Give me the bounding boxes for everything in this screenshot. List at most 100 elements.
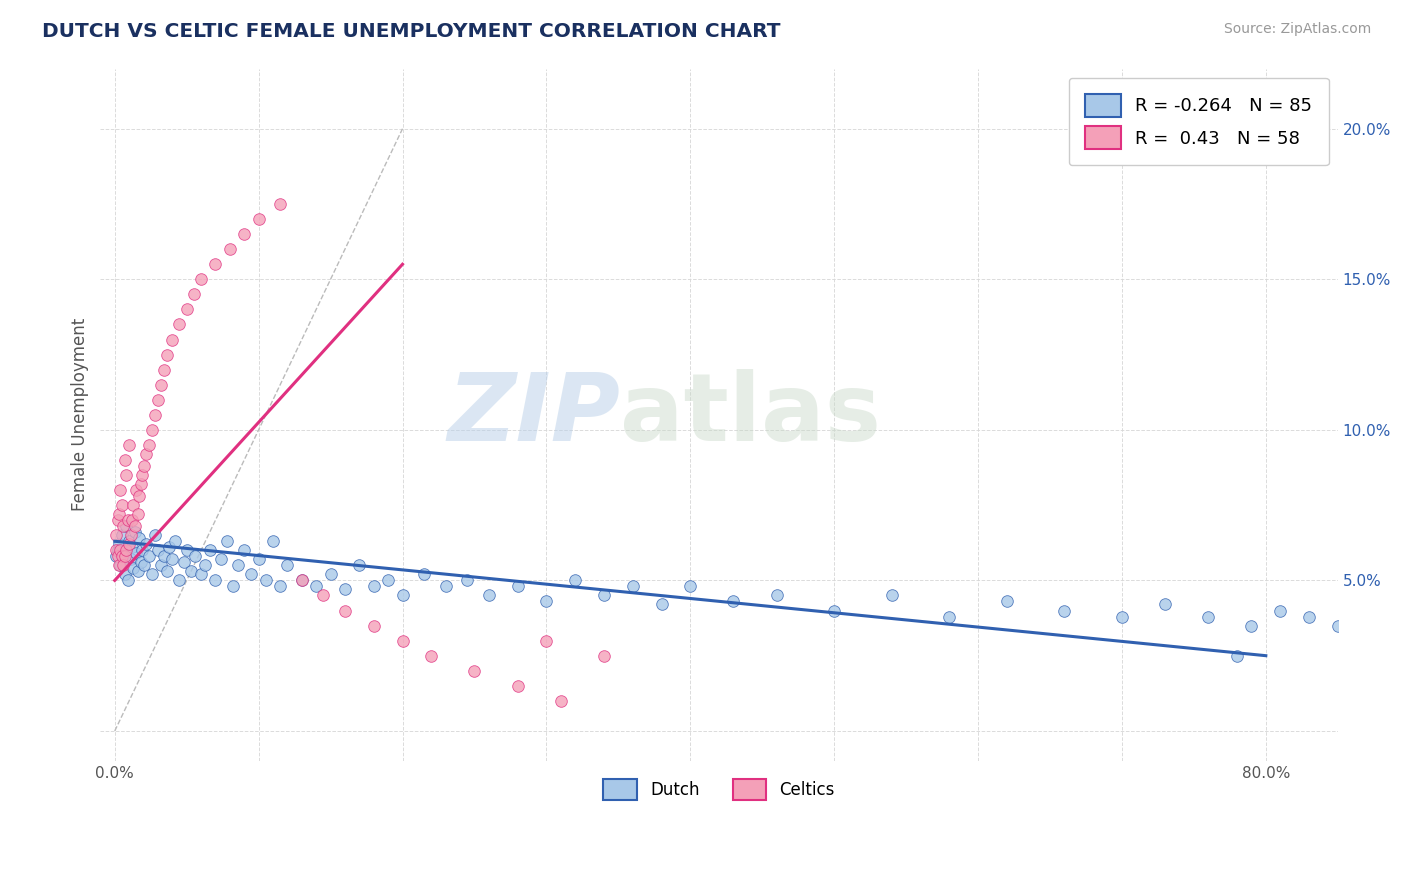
Point xyxy=(765,589,787,603)
Point xyxy=(215,534,238,549)
Point xyxy=(132,558,155,573)
Point xyxy=(105,528,128,542)
Point xyxy=(233,543,256,558)
Point xyxy=(204,574,226,588)
Text: ZIP: ZIP xyxy=(447,368,620,461)
Point xyxy=(107,513,129,527)
Point xyxy=(135,537,157,551)
Point xyxy=(129,555,152,569)
Point xyxy=(823,603,845,617)
Text: DUTCH VS CELTIC FEMALE UNEMPLOYMENT CORRELATION CHART: DUTCH VS CELTIC FEMALE UNEMPLOYMENT CORR… xyxy=(42,22,780,41)
Point xyxy=(276,558,298,573)
Point xyxy=(228,558,250,573)
Point xyxy=(183,287,205,301)
Point xyxy=(204,257,226,271)
Point xyxy=(111,498,134,512)
Point xyxy=(169,318,191,332)
Point xyxy=(105,549,128,564)
Point xyxy=(456,574,478,588)
Point xyxy=(176,302,198,317)
Point xyxy=(621,579,644,593)
Point xyxy=(312,589,335,603)
Point xyxy=(198,543,221,558)
Point xyxy=(135,447,157,461)
Point xyxy=(155,565,177,579)
Point xyxy=(184,549,207,564)
Point xyxy=(723,594,745,608)
Point xyxy=(114,453,136,467)
Point xyxy=(180,565,202,579)
Point xyxy=(152,549,174,564)
Point xyxy=(1053,603,1076,617)
Point xyxy=(157,541,180,555)
Point xyxy=(118,438,141,452)
Point xyxy=(995,594,1018,608)
Point xyxy=(138,438,160,452)
Text: Source: ZipAtlas.com: Source: ZipAtlas.com xyxy=(1223,22,1371,37)
Point xyxy=(127,565,149,579)
Point xyxy=(107,549,129,564)
Point xyxy=(190,272,212,286)
Point xyxy=(247,212,270,227)
Point xyxy=(111,549,134,564)
Point xyxy=(131,468,153,483)
Point xyxy=(122,561,145,575)
Point xyxy=(194,558,217,573)
Point xyxy=(120,552,142,566)
Point xyxy=(1326,618,1348,632)
Point xyxy=(112,519,135,533)
Point xyxy=(112,558,135,573)
Point xyxy=(305,579,328,593)
Point xyxy=(262,534,284,549)
Point xyxy=(118,537,141,551)
Point xyxy=(127,507,149,521)
Point xyxy=(124,525,146,540)
Point xyxy=(152,362,174,376)
Point xyxy=(176,543,198,558)
Point xyxy=(269,197,291,211)
Point xyxy=(129,477,152,491)
Point xyxy=(550,694,572,708)
Point xyxy=(132,458,155,473)
Point xyxy=(149,377,172,392)
Point xyxy=(564,574,586,588)
Point xyxy=(111,528,134,542)
Point xyxy=(650,598,672,612)
Point xyxy=(162,552,184,566)
Point xyxy=(114,567,136,582)
Point xyxy=(115,519,138,533)
Point xyxy=(349,558,371,573)
Point xyxy=(149,558,172,573)
Point xyxy=(131,543,153,558)
Point xyxy=(162,333,184,347)
Point xyxy=(125,483,148,497)
Point xyxy=(1226,648,1249,663)
Point xyxy=(118,534,141,549)
Point xyxy=(112,549,135,564)
Text: atlas: atlas xyxy=(620,368,882,461)
Point xyxy=(1111,609,1133,624)
Point xyxy=(478,589,501,603)
Point xyxy=(146,543,169,558)
Point xyxy=(117,513,139,527)
Point xyxy=(679,579,702,593)
Y-axis label: Female Unemployment: Female Unemployment xyxy=(72,318,89,511)
Legend: Dutch, Celtics: Dutch, Celtics xyxy=(588,764,849,815)
Point xyxy=(1298,609,1320,624)
Point xyxy=(108,507,131,521)
Point xyxy=(420,648,443,663)
Point xyxy=(1154,598,1177,612)
Point xyxy=(880,589,903,603)
Point xyxy=(143,528,166,542)
Point xyxy=(593,648,616,663)
Point xyxy=(240,567,263,582)
Point xyxy=(138,549,160,564)
Point xyxy=(233,227,256,241)
Point xyxy=(190,567,212,582)
Point xyxy=(363,579,385,593)
Point xyxy=(115,543,138,558)
Point xyxy=(269,579,291,593)
Point xyxy=(155,348,177,362)
Point xyxy=(218,242,240,256)
Point xyxy=(108,537,131,551)
